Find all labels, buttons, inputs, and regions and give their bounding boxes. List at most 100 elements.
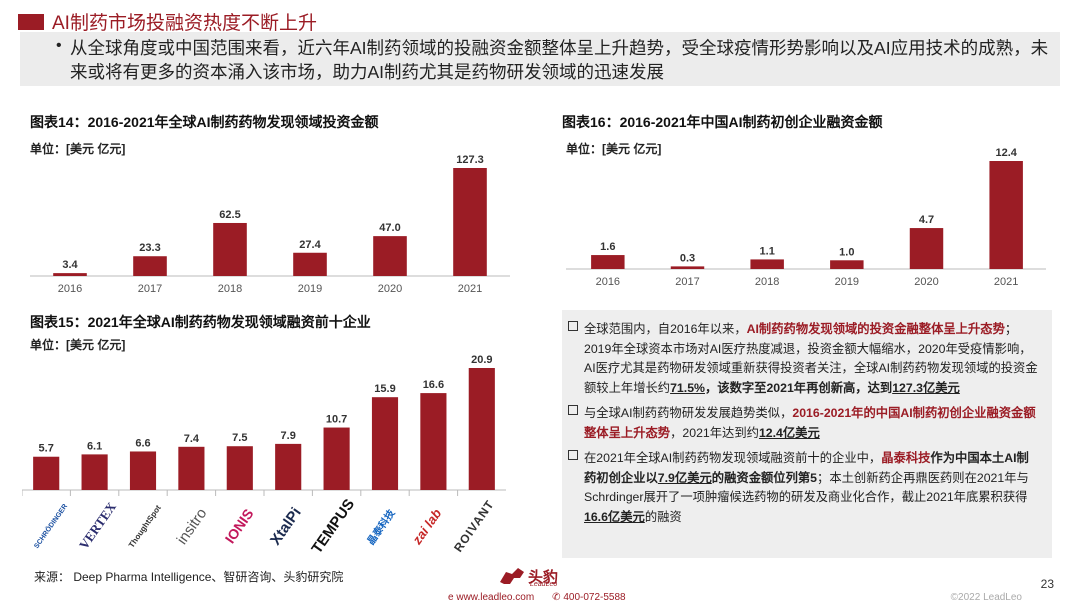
data-label: 127.3	[456, 154, 484, 166]
page-number: 23	[1040, 577, 1054, 591]
web-icon: e	[448, 592, 457, 603]
bar	[468, 368, 495, 490]
chart15-unit: 单位：[美元 亿元]	[30, 338, 126, 352]
copyright: ©2022 LeadLeo	[950, 592, 1022, 603]
x-tick-label: 2018	[755, 276, 779, 288]
bar	[453, 168, 487, 276]
insight-item-2: 与全球AI制药药物研发发展趋势类似，2016-2021年的中国AI制药初创企业融…	[568, 404, 1040, 443]
data-label: 6.6	[135, 437, 150, 449]
bar	[53, 273, 87, 276]
data-label: 23.3	[139, 242, 160, 254]
x-tick-label: 2016	[58, 283, 82, 295]
x-tick-label: 2018	[218, 283, 242, 295]
data-label: 1.0	[839, 246, 854, 258]
data-label: 0.3	[680, 252, 695, 264]
thoughtspot-logo: ThoughtSpot	[127, 503, 163, 549]
bar	[293, 252, 327, 276]
data-label: 5.7	[39, 443, 54, 455]
data-label: 7.9	[281, 430, 296, 442]
leopard-icon	[500, 568, 524, 584]
bar	[420, 393, 447, 490]
insight-item-1: 全球范围内，自2016年以来，AI制药药物发现领域的投资金融整体呈上升态势；20…	[568, 320, 1040, 398]
x-tick-label: 2020	[914, 276, 938, 288]
data-label: 4.7	[919, 214, 934, 226]
company-logo-strip: SCHRÖDINGER VERTEX ThoughtSpot insitro I…	[22, 496, 506, 558]
x-tick-label: 2021	[994, 276, 1018, 288]
insight-box: 全球范围内，自2016年以来，AI制药药物发现领域的投资金融整体呈上升态势；20…	[562, 310, 1052, 558]
brand-sub: LeadLeo	[530, 581, 558, 588]
footer-contact: e www.leadleo.com ✆ 400-072-5588	[448, 592, 626, 603]
x-tick-label: 2019	[298, 283, 322, 295]
x-tick-label: 2017	[138, 283, 162, 295]
data-label: 7.5	[232, 432, 247, 444]
roivant-logo: ROIVANT	[451, 497, 497, 555]
x-tick-label: 2020	[378, 283, 402, 295]
bar	[830, 260, 864, 269]
brand-name: 头豹	[528, 568, 559, 586]
data-label: 16.6	[423, 379, 444, 391]
chart16-unit: 单位：[美元 亿元]	[566, 142, 662, 156]
schrodinger-logo: SCHRÖDINGER	[33, 502, 69, 550]
checkbox-bullet-icon	[568, 321, 578, 331]
chart15-title: 图表15：2021年全球AI制药药物发现领域融资前十企业	[30, 314, 371, 330]
bar	[133, 256, 167, 276]
x-tick-label: 2016	[596, 276, 620, 288]
chart16-title: 图表16：2016-2021年中国AI制药初创企业融资金额	[562, 114, 883, 130]
bar	[33, 456, 60, 490]
chart14-svg: 3.4 2016 23.3 2017 62.5 2018 27.4 2019 47.0 2020 1…	[30, 154, 510, 295]
chart15-svg: 5.7 6.1 6.6 7.4 7.5 7.9 10.7 15.9 16.6 20.9	[22, 354, 506, 496]
title-marker	[18, 13, 44, 30]
xtalpi-logo: XtalPi	[267, 504, 305, 548]
x-tick-label: 2017	[675, 276, 699, 288]
tempus-logo: TEMPUS	[308, 495, 358, 557]
bar	[373, 236, 407, 276]
data-label: 15.9	[374, 383, 395, 395]
bar	[129, 451, 157, 490]
data-label: 47.0	[379, 222, 400, 234]
chart14-title: 图表14：2016-2021年全球AI制药药物发现领域投资金额	[30, 114, 379, 130]
slide-title: AI制药市场投融资热度不断上升	[52, 13, 317, 34]
bar	[371, 397, 399, 490]
chart16-svg: 1.6 2016 0.3 2017 1.1 2018 1.0 2019 4.7 2020 12.4 2…	[566, 147, 1046, 288]
data-label: 6.1	[87, 440, 102, 452]
checkbox-bullet-icon	[568, 405, 578, 415]
insight-item-3: 在2021年全球AI制药药物发现领域融资前十的企业中，晶泰科技作为中国本土AI制…	[568, 449, 1040, 527]
data-label: 7.4	[184, 433, 200, 445]
data-label: 20.9	[471, 354, 492, 366]
summary-bullet: •	[56, 37, 62, 54]
bar	[909, 228, 944, 269]
jingtai-logo: 晶泰科技	[365, 507, 398, 547]
vertex-logo: VERTEX	[76, 499, 120, 553]
bar	[750, 259, 784, 269]
phone-number: ✆ 400-072-5588	[552, 592, 626, 603]
bar	[989, 161, 1023, 269]
leadleo-logo: 头豹 LeadLeo	[498, 564, 558, 588]
source-note: 来源： Deep Pharma Intelligence、智研咨询、头豹研究院	[34, 570, 344, 584]
bar	[323, 427, 350, 490]
bar	[275, 443, 302, 490]
summary-box: • 从全球角度或中国范围来看，近六年AI制药领域的投融资金额整体呈上升趋势，受全…	[20, 32, 1060, 86]
data-label: 1.6	[600, 241, 615, 253]
phone-icon: ✆	[552, 592, 564, 603]
data-label: 10.7	[326, 414, 347, 426]
data-label: 1.1	[760, 245, 775, 257]
bar	[178, 446, 205, 490]
zailab-logo: zai lab	[409, 505, 445, 547]
bar	[226, 446, 253, 490]
bar	[81, 454, 108, 490]
data-label: 12.4	[995, 147, 1017, 159]
x-tick-label: 2021	[458, 283, 482, 295]
insitro-logo: insitro	[173, 504, 211, 548]
bar	[213, 222, 247, 276]
website-link[interactable]: e www.leadleo.com	[448, 592, 535, 603]
summary-text: 从全球角度或中国范围来看，近六年AI制药领域的投融资金额整体呈上升趋势，受全球疫…	[70, 38, 1049, 82]
data-label: 27.4	[299, 239, 321, 251]
chart14-unit: 单位：[美元 亿元]	[30, 142, 126, 156]
slide-title-bar: AI制药市场投融资热度不断上升	[18, 8, 317, 35]
ionis-logo: IONIS	[221, 505, 257, 547]
data-label: 3.4	[62, 259, 78, 271]
checkbox-bullet-icon	[568, 450, 578, 460]
data-label: 62.5	[219, 209, 240, 221]
bar	[591, 255, 625, 269]
bar	[670, 266, 705, 269]
